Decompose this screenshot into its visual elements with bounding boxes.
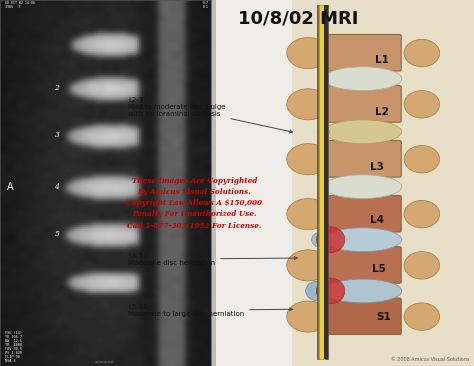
Text: L2-3:
Mild to moderate disc bulge
with no foraminal stenosis: L2-3: Mild to moderate disc bulge with n…	[128, 97, 292, 133]
Text: © 2008 Amicus Visual Solutions: © 2008 Amicus Visual Solutions	[391, 357, 469, 362]
Text: FLIP 90: FLIP 90	[5, 355, 19, 359]
Text: 3: 3	[55, 131, 59, 139]
FancyBboxPatch shape	[324, 34, 401, 71]
Ellipse shape	[287, 143, 329, 175]
Ellipse shape	[318, 127, 329, 137]
Text: TR  4800: TR 4800	[5, 343, 22, 347]
FancyBboxPatch shape	[324, 247, 401, 283]
Text: L1: L1	[374, 55, 389, 66]
Text: 5: 5	[55, 230, 59, 238]
Text: L5-S1:
Moderate to large disc herniation: L5-S1: Moderate to large disc herniation	[128, 304, 292, 317]
FancyBboxPatch shape	[318, 5, 328, 359]
Ellipse shape	[306, 281, 332, 301]
Text: PS 1.828: PS 1.828	[5, 351, 22, 355]
FancyBboxPatch shape	[324, 86, 401, 122]
Text: L4: L4	[370, 214, 384, 225]
Text: 4: 4	[55, 183, 59, 191]
FancyBboxPatch shape	[292, 0, 474, 366]
Text: FSE (14): FSE (14)	[5, 331, 22, 335]
Text: These Images Are Copyrighted
By Amicus Visual Solutions.
Copyright Law Allows A : These Images Are Copyrighted By Amicus V…	[127, 176, 262, 230]
Text: 10/8/02 MRI: 10/8/02 MRI	[238, 9, 359, 27]
Ellipse shape	[323, 175, 402, 198]
Text: L4-5:
Moderate disc herniation: L4-5: Moderate disc herniation	[128, 253, 297, 266]
Ellipse shape	[323, 228, 402, 252]
Text: 08 OCT 02 14:06
3986   C: 08 OCT 02 14:06 3986 C	[5, 1, 35, 9]
Text: 2: 2	[55, 84, 59, 92]
FancyBboxPatch shape	[324, 195, 401, 232]
Text: NSA 4: NSA 4	[5, 359, 15, 363]
Ellipse shape	[404, 303, 439, 330]
Text: L3: L3	[370, 161, 384, 172]
Ellipse shape	[404, 252, 439, 279]
Text: S1: S1	[376, 311, 392, 322]
Ellipse shape	[311, 232, 331, 247]
Text: amicus.net: amicus.net	[94, 360, 114, 364]
Ellipse shape	[323, 67, 402, 91]
FancyBboxPatch shape	[324, 141, 401, 177]
Ellipse shape	[323, 120, 402, 144]
Text: TE 106.7: TE 106.7	[5, 335, 22, 339]
FancyBboxPatch shape	[216, 0, 310, 366]
Text: A: A	[7, 182, 14, 192]
Text: FOV 30.5: FOV 30.5	[5, 347, 22, 351]
Ellipse shape	[316, 227, 345, 253]
FancyBboxPatch shape	[324, 5, 328, 359]
FancyBboxPatch shape	[319, 5, 325, 359]
Text: BW  12.5: BW 12.5	[5, 339, 22, 343]
Text: L5: L5	[372, 264, 386, 274]
Ellipse shape	[287, 250, 329, 281]
Ellipse shape	[287, 198, 329, 230]
Ellipse shape	[404, 146, 439, 173]
Ellipse shape	[287, 37, 329, 69]
Ellipse shape	[287, 301, 329, 332]
Text: L2: L2	[374, 107, 389, 117]
Ellipse shape	[404, 201, 439, 228]
Ellipse shape	[404, 39, 439, 67]
Ellipse shape	[316, 278, 345, 304]
Text: 0.7
0.1: 0.7 0.1	[202, 1, 209, 9]
Ellipse shape	[323, 279, 402, 303]
Ellipse shape	[404, 90, 439, 118]
FancyBboxPatch shape	[324, 298, 401, 335]
Ellipse shape	[287, 89, 329, 120]
